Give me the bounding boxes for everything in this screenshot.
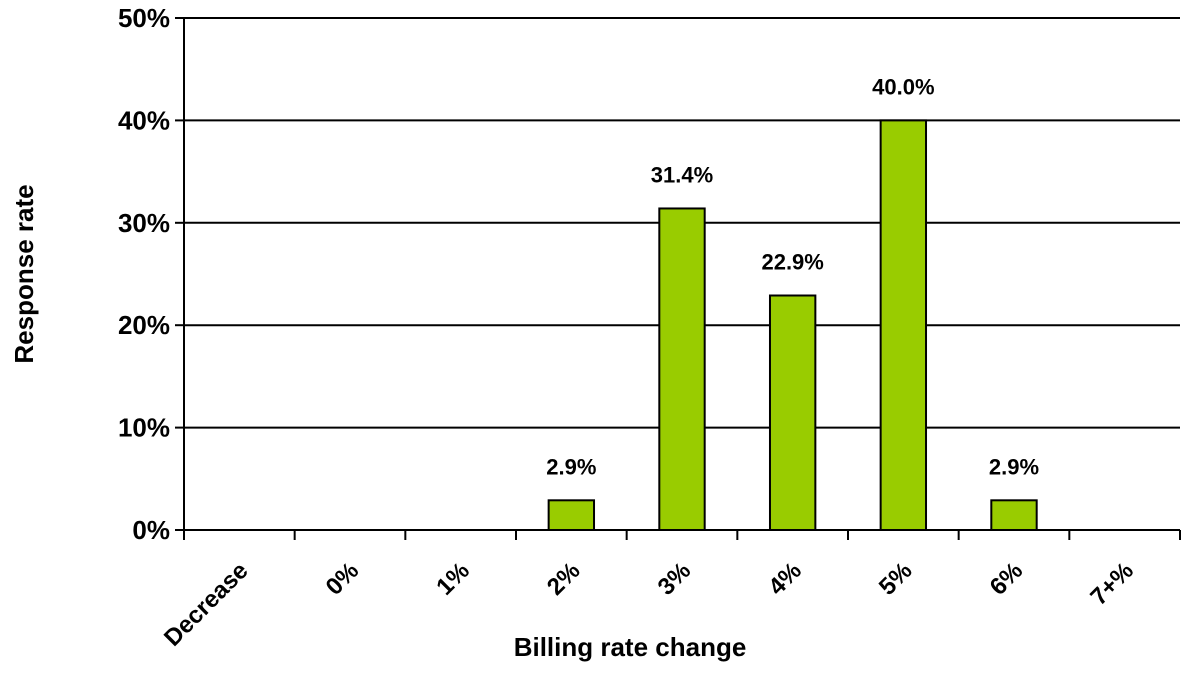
x-tick-label: 3% [653,557,697,601]
y-tick-label: 40% [118,105,170,135]
bar [879,119,928,532]
y-tick-label: 50% [118,3,170,33]
x-tick-label: 7+% [1085,557,1139,611]
y-tick-label: 0% [132,515,170,545]
bar [990,499,1038,531]
data-label: 31.4% [651,162,713,187]
x-tick-label: 0% [321,557,365,601]
data-label: 22.9% [761,250,823,275]
bar [768,294,817,531]
x-tick-label: 4% [763,557,807,601]
bars [547,119,1038,532]
data-label: 2.9% [546,454,596,479]
y-tick-label: 10% [118,413,170,443]
x-tick-label: Decrease [159,557,254,652]
y-tick-label: 30% [118,208,170,238]
x-tick-label: 6% [985,557,1029,601]
data-label: 2.9% [989,454,1039,479]
bar [658,207,706,532]
labels: 0% 10% 20% 30% 40% 50% Decrease 0% 1% 2.9% 2% 31.4%… [118,3,1139,652]
y-tick-label: 20% [118,310,170,340]
x-tick-label: 1% [431,557,475,601]
axes [175,17,1181,540]
x-tick-label: 2% [542,557,586,601]
bar [547,499,596,531]
x-tick-label: 5% [874,557,918,601]
x-axis-title: Billing rate change [514,632,747,662]
data-label: 40.0% [872,74,934,99]
y-axis-title: Response rate [9,184,39,363]
